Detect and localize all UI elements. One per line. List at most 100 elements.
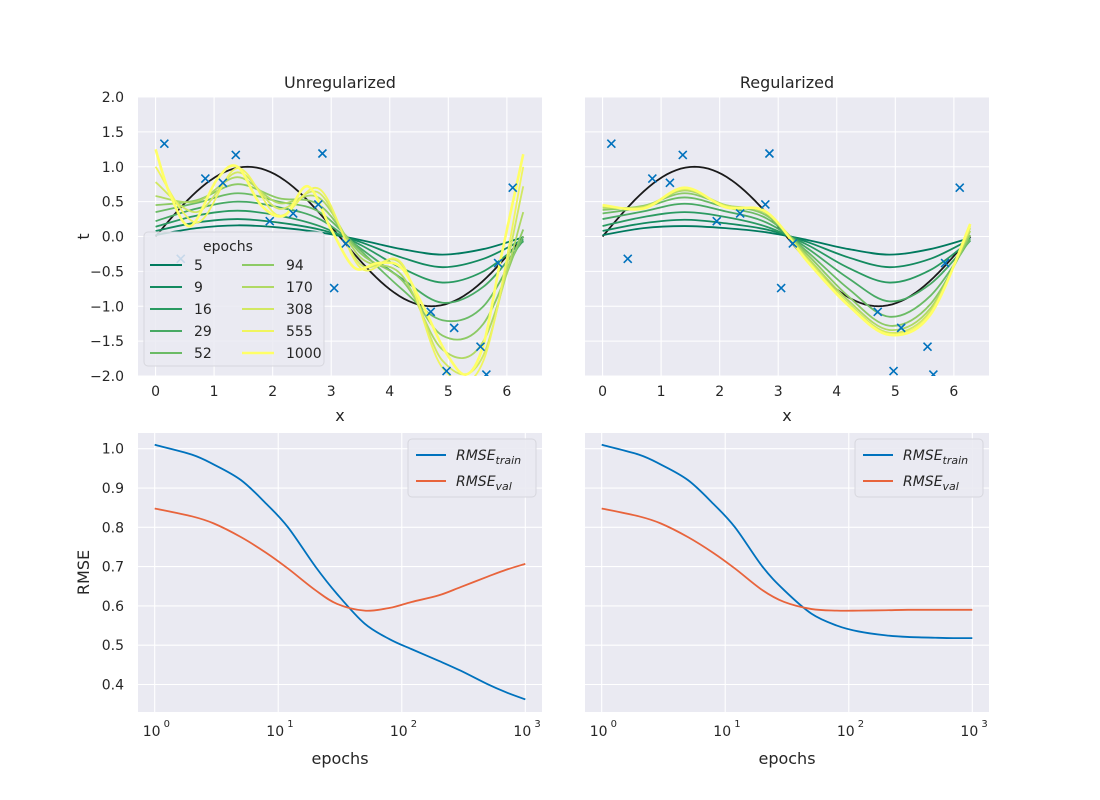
x-tick-label: 10	[266, 724, 284, 740]
data-point	[449, 323, 459, 333]
y-tick-label: 0.4	[102, 677, 124, 693]
panel-1: 0 1 2 3 4 5 6 Regularized x	[585, 73, 989, 425]
data-point	[159, 139, 169, 149]
y-tick-label: 0.9	[102, 481, 124, 497]
x-tick-exponent: 1	[734, 719, 740, 730]
legend-entry: 170	[286, 280, 313, 296]
x-tick-label: 10	[837, 724, 855, 740]
data-point	[341, 238, 351, 249]
x-tick-label: 4	[385, 384, 394, 400]
legend: RMSEtrain RMSEval	[854, 438, 984, 498]
x-tick-label: 10	[143, 724, 161, 740]
data-point	[776, 283, 786, 293]
plot-marks	[154, 443, 526, 701]
x-tick-exponent: 3	[534, 719, 540, 730]
data-point	[493, 258, 503, 268]
plot-marks	[601, 139, 972, 376]
x-tick-label: 3	[327, 384, 336, 400]
x-tick-label: 1	[657, 384, 666, 400]
x-tick-label: 2	[715, 384, 724, 400]
y-tick-label: 1.0	[102, 442, 124, 458]
chart-title: Unregularized	[284, 73, 396, 92]
data-point	[647, 174, 657, 184]
x-tick-label: 5	[891, 384, 900, 400]
x-tick-exponent: 2	[411, 719, 417, 730]
plot-marks	[601, 443, 973, 640]
x-tick-exponent: 2	[858, 719, 864, 730]
fit-line-epochs-555	[154, 166, 525, 376]
data-point	[665, 178, 675, 188]
y-tick-label: −1.0	[90, 299, 124, 315]
series-line-RMSE_train	[601, 443, 973, 640]
x-tick-label: 10	[513, 724, 531, 740]
data-point	[760, 199, 770, 209]
data-point	[200, 174, 210, 184]
legend-entry: 16	[194, 302, 212, 318]
legend-entry: 1000	[286, 346, 322, 362]
y-tick-label: 2.0	[102, 90, 124, 106]
data-point	[678, 150, 688, 160]
x-tick-label: 6	[949, 384, 958, 400]
data-point	[788, 238, 798, 249]
legend-entry: 5	[194, 258, 203, 274]
y-tick-label: 0.8	[102, 520, 124, 536]
data-point	[329, 283, 339, 293]
legend-box	[407, 438, 537, 498]
y-tick-label: 1.0	[102, 160, 124, 176]
x-tick-label: 0	[151, 384, 160, 400]
legend-entry: 555	[286, 324, 313, 340]
x-tick-label: 4	[832, 384, 841, 400]
data-point	[481, 370, 491, 376]
x-tick-label: 2	[268, 384, 277, 400]
y-tick-label: 0.6	[102, 599, 124, 615]
y-tick-label: −1.5	[90, 334, 124, 350]
data-point	[426, 307, 436, 317]
x-tick-exponent: 1	[287, 719, 293, 730]
legend-title: epochs	[203, 239, 253, 255]
x-tick-label: 6	[502, 384, 511, 400]
legend-box	[143, 231, 325, 367]
panel-0: 0 1 2 3 4 5 6 −2.0 −1.5 −1.0 −0.5 0.0 0.5 1.0 1.5 2.0 Un…	[74, 73, 542, 425]
legend-entry: RMSEval	[456, 474, 512, 493]
data-point	[623, 254, 633, 264]
series-line-RMSE_val	[601, 507, 973, 612]
x-tick-exponent: 3	[981, 719, 987, 730]
x-tick-exponent: 0	[611, 719, 617, 730]
data-point	[508, 183, 518, 193]
y-tick-label: 0.5	[102, 638, 124, 654]
x-axis-label: x	[782, 406, 791, 425]
x-tick-exponent: 0	[164, 719, 170, 730]
legend-entry: RMSEtrain	[456, 448, 521, 467]
y-tick-label: 0.5	[102, 195, 124, 211]
y-axis-label: RMSE	[74, 550, 93, 595]
x-tick-label: 5	[444, 384, 453, 400]
grid	[585, 96, 989, 377]
fit-line-epochs-29	[155, 200, 524, 304]
x-tick-label: 10	[590, 724, 608, 740]
y-tick-label: 1.5	[102, 125, 124, 141]
y-axis-label: t	[74, 233, 93, 239]
data-point	[231, 150, 241, 160]
data-point	[265, 216, 275, 226]
chart-title: Regularized	[740, 73, 834, 92]
x-tick-label: 1	[210, 384, 219, 400]
x-tick-label: 3	[774, 384, 783, 400]
x-tick-label: 10	[960, 724, 978, 740]
series-line-RMSE_train	[154, 443, 526, 701]
legend-entry: 29	[194, 324, 212, 340]
legend-box	[854, 438, 984, 498]
y-tick-label: −0.5	[90, 264, 124, 280]
x-tick-label: 10	[390, 724, 408, 740]
data-point	[218, 178, 228, 188]
legend-entry: 52	[194, 346, 212, 362]
data-point	[288, 208, 298, 219]
legend-entry: 308	[286, 302, 313, 318]
legend-entry: RMSEtrain	[903, 448, 968, 467]
legend-entry: 9	[194, 280, 203, 296]
x-axis-label: x	[335, 406, 344, 425]
data-point	[896, 323, 906, 333]
x-axis-label: epochs	[311, 749, 368, 768]
data-point	[735, 208, 745, 219]
